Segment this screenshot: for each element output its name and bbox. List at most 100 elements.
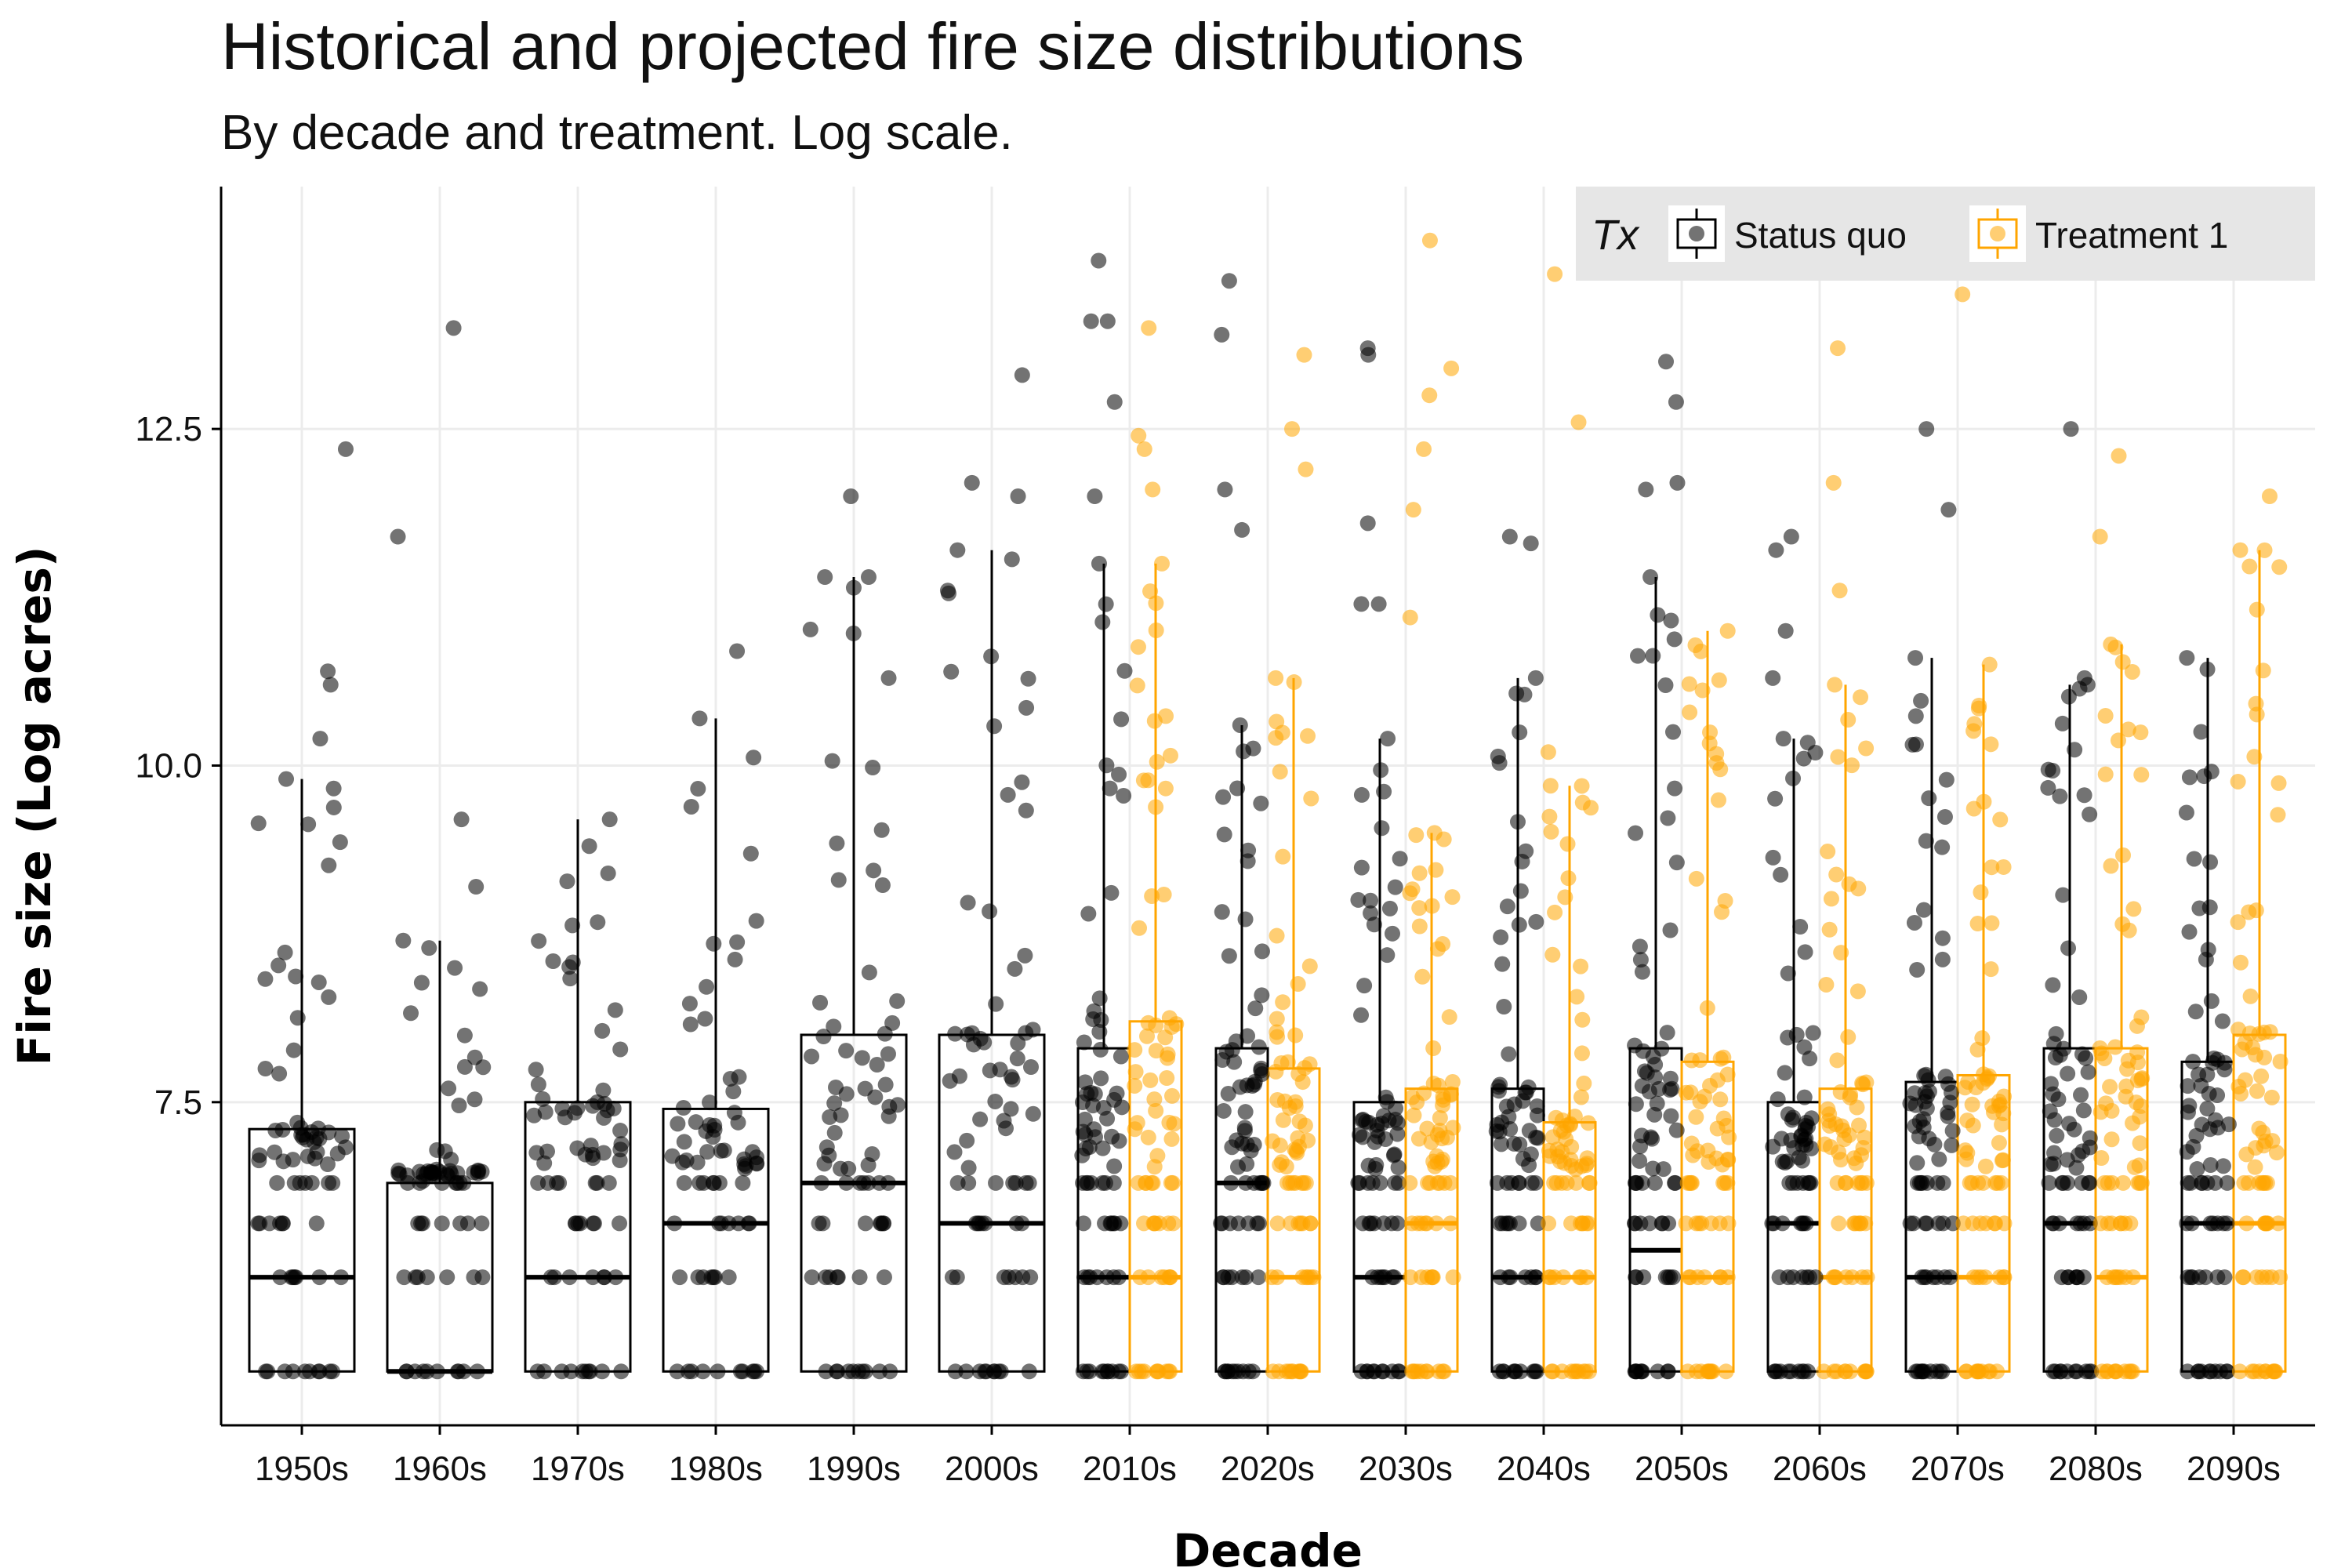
box-treatment-1-2080s	[2094, 644, 2149, 1373]
data-point	[1715, 1049, 1732, 1065]
x-tick-label: 1980s	[669, 1450, 763, 1488]
data-point	[2214, 1013, 2230, 1029]
data-point	[257, 971, 274, 987]
data-point	[1977, 1269, 1994, 1286]
data-point	[1667, 1174, 1683, 1191]
data-point	[2045, 1036, 2062, 1052]
data-point	[1230, 1159, 1247, 1175]
data-point	[1359, 515, 1376, 532]
data-point	[843, 488, 859, 504]
data-point	[1410, 1131, 1427, 1147]
data-point	[1444, 889, 1461, 906]
data-point	[845, 579, 862, 596]
data-point	[860, 569, 877, 586]
data-point	[2067, 1363, 2084, 1380]
data-point	[1848, 1155, 1864, 1171]
data-point	[613, 1363, 630, 1380]
data-point	[1546, 1174, 1563, 1191]
data-point	[1526, 1363, 1543, 1380]
data-point	[2181, 1098, 2198, 1114]
data-point	[2119, 1061, 2136, 1077]
legend: Tx Status quo Treatment 1	[1576, 187, 2315, 281]
data-point	[1389, 1215, 1406, 1232]
data-point	[1783, 528, 1799, 545]
data-point	[2072, 1215, 2089, 1232]
data-point	[1136, 1215, 1152, 1232]
data-point	[884, 1014, 901, 1031]
data-point	[1558, 1131, 1574, 1147]
data-point	[1944, 1123, 1961, 1139]
data-point	[2082, 806, 2098, 822]
data-point	[996, 1269, 1012, 1286]
data-point	[415, 1173, 431, 1189]
data-point	[1820, 844, 1836, 860]
data-point	[1110, 1363, 1127, 1380]
data-point	[1018, 699, 1035, 716]
data-point	[474, 1215, 490, 1232]
data-point	[1279, 1174, 1296, 1191]
data-point	[416, 1363, 432, 1380]
data-point	[1642, 1129, 1659, 1145]
data-point	[562, 971, 579, 987]
data-point	[537, 1104, 554, 1120]
data-point	[1554, 1112, 1570, 1129]
x-tick-label: 2000s	[945, 1450, 1039, 1488]
data-point	[988, 1174, 1004, 1191]
data-point	[1540, 744, 1556, 760]
data-point	[1386, 1146, 1403, 1163]
data-point	[1163, 1174, 1179, 1191]
data-point	[1353, 1007, 1370, 1023]
data-point	[1544, 946, 1561, 963]
data-point	[325, 1363, 341, 1380]
data-point	[1275, 994, 1291, 1011]
data-point	[1268, 1063, 1284, 1080]
data-point	[748, 913, 764, 929]
data-point	[2059, 1152, 2075, 1168]
data-point	[441, 1163, 458, 1179]
data-point	[545, 953, 561, 970]
data-point	[1007, 960, 1023, 977]
data-point	[1687, 637, 1704, 653]
data-point	[445, 320, 462, 336]
data-point	[437, 1143, 453, 1160]
data-point	[1292, 1363, 1308, 1380]
data-point	[1574, 1011, 1591, 1028]
data-point	[1350, 891, 1367, 908]
data-point	[1127, 1042, 1143, 1058]
data-point	[840, 1160, 857, 1177]
data-point	[838, 1043, 855, 1059]
data-point	[1076, 1215, 1092, 1232]
data-point	[705, 1129, 721, 1145]
data-point	[1300, 728, 1316, 744]
data-point	[1634, 1077, 1650, 1094]
data-point	[2078, 1050, 2094, 1066]
data-point	[1136, 1363, 1152, 1380]
data-point	[675, 1100, 691, 1116]
data-point	[2045, 977, 2061, 993]
data-point	[2261, 488, 2278, 504]
data-point	[1918, 1066, 1934, 1083]
data-point	[1000, 786, 1016, 803]
data-point	[1820, 1101, 1836, 1117]
data-point	[1766, 1215, 1782, 1232]
data-point	[1796, 1089, 1813, 1105]
data-point	[672, 1269, 688, 1286]
data-point	[285, 1042, 302, 1058]
data-point	[1635, 1043, 1651, 1059]
data-point	[2092, 1215, 2109, 1232]
data-point	[1355, 1215, 1371, 1232]
data-point	[1841, 876, 1857, 892]
data-point	[1969, 1041, 1986, 1058]
x-tick-label: 2050s	[1635, 1450, 1729, 1488]
data-point	[561, 1269, 578, 1286]
data-point	[2118, 1088, 2134, 1105]
data-point	[390, 528, 406, 545]
data-point	[1272, 764, 1288, 780]
data-point	[882, 1363, 898, 1380]
data-point	[474, 1163, 490, 1180]
data-point	[1093, 1070, 1109, 1087]
data-point	[1014, 1215, 1030, 1232]
data-point	[608, 1269, 624, 1286]
data-point	[2125, 1269, 2141, 1286]
data-point	[1007, 1174, 1024, 1191]
